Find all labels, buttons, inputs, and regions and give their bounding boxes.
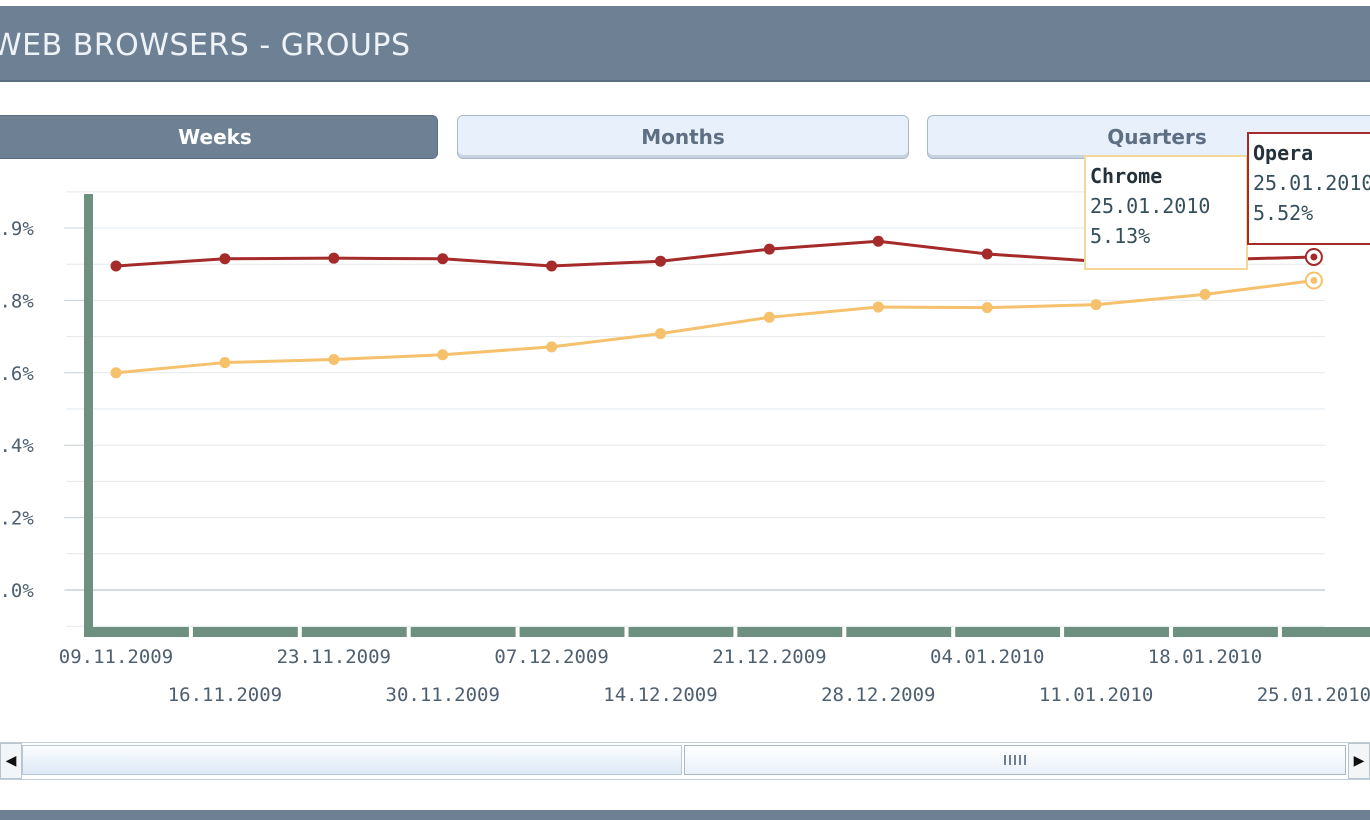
x-axis-segment xyxy=(410,627,516,637)
data-point-chrome xyxy=(1199,288,1211,300)
data-point-chrome xyxy=(328,354,340,366)
tooltip-opera-date: 25.01.2010 xyxy=(1253,171,1370,195)
title-bar: WEB BROWSERS - GROUPS xyxy=(0,6,1370,82)
series-line-chrome xyxy=(115,279,1315,375)
horizontal-scrollbar[interactable]: ◀ ▶ xyxy=(0,742,1370,780)
x-tick-label: 25.01.2010 xyxy=(1257,684,1370,706)
x-tick-label: 04.01.2010 xyxy=(930,646,1044,668)
tooltip-opera-value: 5.52% xyxy=(1253,201,1314,225)
y-tick-label: 0.0% xyxy=(0,580,34,602)
data-point-center-opera xyxy=(1310,253,1318,261)
tooltip-chrome-series: Chrome xyxy=(1090,164,1163,188)
x-axis-segment xyxy=(846,627,952,637)
data-point-opera xyxy=(110,260,122,272)
tab-weeks[interactable]: Weeks xyxy=(0,115,438,159)
x-tick-label: 09.11.2009 xyxy=(59,646,173,668)
x-tick-label: 16.11.2009 xyxy=(168,684,282,706)
data-point-chrome xyxy=(1090,299,1102,311)
tooltip-opera-series: Opera xyxy=(1253,141,1314,165)
y-tick-label: 3.6% xyxy=(0,363,34,385)
x-axis-segment xyxy=(737,627,843,637)
y-tick-label: 5.9% xyxy=(0,218,34,240)
x-tick-label: 18.01.2010 xyxy=(1148,646,1262,668)
data-point-opera xyxy=(328,252,340,264)
data-point-chrome xyxy=(546,341,558,353)
x-tick-label: 07.12.2009 xyxy=(494,646,608,668)
bottom-bar xyxy=(0,810,1370,820)
y-tick-label: 4.8% xyxy=(0,290,34,312)
x-tick-label: 28.12.2009 xyxy=(821,684,935,706)
x-axis-segment xyxy=(1064,627,1169,637)
scroll-right-icon[interactable]: ▶ xyxy=(1348,743,1370,779)
data-point-opera xyxy=(437,253,449,265)
top-strip xyxy=(0,0,1370,6)
data-point-opera xyxy=(219,253,231,265)
x-tick-label: 11.01.2010 xyxy=(1039,684,1153,706)
scroll-thumb[interactable] xyxy=(684,745,1346,775)
y-axis xyxy=(84,194,93,637)
data-point-center-chrome xyxy=(1310,277,1318,285)
line-chart: 5.9% 4.8% 3.6% 2.4% 1.2% 0.0% 09.11.2009 16.11.… xyxy=(0,191,1370,706)
x-axis-segment xyxy=(84,627,189,637)
tooltip-opera: Opera 25.01.2010 5.52% xyxy=(1247,132,1370,245)
page-title: WEB BROWSERS - GROUPS xyxy=(0,28,411,63)
data-point-chrome xyxy=(981,302,993,314)
x-tick-label: 21.12.2009 xyxy=(712,646,826,668)
data-point-opera xyxy=(546,260,558,272)
y-tick-label: 1.2% xyxy=(0,508,34,530)
x-axis-segment xyxy=(519,627,625,637)
x-axis-segment xyxy=(955,627,1061,637)
data-point-opera xyxy=(763,243,775,255)
tooltip-chrome-value: 5.13% xyxy=(1090,224,1151,248)
x-axis-segment xyxy=(628,627,734,637)
scroll-left-icon[interactable]: ◀ xyxy=(0,743,22,779)
x-axis-segment xyxy=(192,627,298,637)
x-tick-label: 30.11.2009 xyxy=(386,684,500,706)
tab-months[interactable]: Months xyxy=(457,115,909,159)
x-axis-segment xyxy=(1173,627,1278,637)
x-tick-label: 23.11.2009 xyxy=(277,646,391,668)
x-tick-label: 14.12.2009 xyxy=(603,684,717,706)
tooltip-chrome: Chrome 25.01.2010 5.13% xyxy=(1084,155,1248,270)
grip-icon xyxy=(1004,755,1026,765)
data-point-opera xyxy=(872,235,884,247)
scroll-track[interactable] xyxy=(22,745,682,775)
data-point-chrome xyxy=(763,311,775,323)
tooltip-chrome-date: 25.01.2010 xyxy=(1090,194,1211,218)
data-point-opera xyxy=(981,248,993,260)
x-axis-segment xyxy=(1281,627,1370,637)
data-point-chrome xyxy=(655,328,666,340)
data-point-opera xyxy=(655,255,666,267)
data-point-chrome xyxy=(437,349,449,361)
data-point-chrome xyxy=(219,357,231,369)
y-tick-label: 2.4% xyxy=(0,435,34,457)
x-axis-segment xyxy=(301,627,407,637)
data-point-chrome xyxy=(110,367,122,379)
data-point-chrome xyxy=(872,301,884,313)
